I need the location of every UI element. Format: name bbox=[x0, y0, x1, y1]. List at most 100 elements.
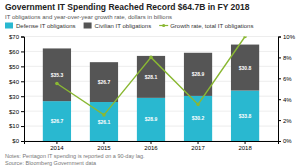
bar bbox=[90, 62, 118, 102]
marker bbox=[55, 82, 59, 86]
tick-label: $70 bbox=[9, 34, 20, 40]
tick-label: $40 bbox=[9, 79, 20, 85]
tick: $30 bbox=[9, 94, 24, 100]
legend-label: Civilian IT obligations bbox=[95, 23, 152, 29]
data-label: $28.9 bbox=[145, 116, 158, 122]
tick-mark bbox=[21, 37, 24, 38]
grid-line bbox=[24, 36, 278, 37]
tick-mark bbox=[21, 126, 24, 127]
tick: $70 bbox=[9, 34, 24, 40]
tick-label: 2015 bbox=[97, 145, 111, 151]
data-label: $33.8 bbox=[239, 113, 252, 119]
data-labels: $26.7 $26.1 $28.9 $30.2 $33.8 $35.3 $26.7 $28.1… bbox=[51, 65, 252, 125]
tick-label: 2% bbox=[283, 118, 292, 124]
tick: $0 bbox=[12, 138, 24, 144]
legend-label: Growth rate, total IT obligations bbox=[170, 23, 253, 29]
tick-mark bbox=[151, 141, 152, 144]
tick-mark bbox=[21, 96, 24, 97]
tick-mark bbox=[21, 66, 24, 67]
tick: 2018 bbox=[238, 141, 252, 151]
tick: 2015 bbox=[97, 141, 111, 151]
tick-label: 2017 bbox=[191, 145, 205, 151]
marker bbox=[196, 103, 200, 107]
axis-line bbox=[279, 37, 282, 142]
tick-label: 10% bbox=[283, 34, 296, 40]
tick: 2014 bbox=[50, 141, 64, 151]
tick: 8% bbox=[278, 55, 292, 61]
tick-mark bbox=[278, 120, 281, 121]
tick: $10 bbox=[9, 123, 24, 129]
tick-mark bbox=[103, 141, 104, 144]
tick-label: $30 bbox=[9, 94, 20, 100]
legend-item: Defense IT obligations bbox=[5, 23, 76, 30]
tick-mark bbox=[245, 141, 246, 144]
tick: 2% bbox=[278, 118, 292, 124]
tick-label: 2014 bbox=[50, 145, 64, 151]
marks bbox=[43, 37, 259, 142]
tick-label: $50 bbox=[9, 64, 20, 70]
line bbox=[57, 37, 245, 115]
legend-swatch bbox=[5, 23, 13, 29]
tick-mark bbox=[21, 141, 24, 142]
bar bbox=[43, 48, 71, 101]
tick-mark bbox=[21, 81, 24, 82]
subtitle: IT obligations and year-over-year growth… bbox=[5, 14, 172, 20]
grid bbox=[24, 37, 278, 142]
bar bbox=[137, 56, 165, 98]
tick-mark bbox=[198, 141, 199, 144]
tick-mark bbox=[278, 78, 281, 79]
legend-swatch bbox=[84, 23, 92, 29]
data-label: $26.7 bbox=[51, 118, 64, 124]
annotation: Source: Bloomberg Government data bbox=[5, 160, 97, 166]
marker bbox=[243, 37, 247, 39]
title: Government IT Spending Reached Record $6… bbox=[5, 2, 250, 12]
y2-axis: 0% 2% 4% 6% 8% 10% bbox=[278, 34, 296, 145]
tick: 0% bbox=[278, 138, 292, 144]
bar bbox=[43, 101, 71, 141]
tick-mark bbox=[278, 99, 281, 100]
chart: Government IT Spending Reached Record $6… bbox=[0, 0, 300, 168]
tick: $20 bbox=[9, 109, 24, 115]
tick-label: 4% bbox=[283, 97, 292, 103]
tick-label: 0% bbox=[283, 138, 292, 144]
data-label: $35.3 bbox=[51, 72, 64, 78]
data-label: $26.7 bbox=[98, 79, 111, 85]
tick: 2017 bbox=[191, 141, 205, 151]
tick-label: 8% bbox=[283, 55, 292, 61]
data-label: $28.9 bbox=[192, 71, 205, 77]
tick-label: $60 bbox=[9, 49, 20, 55]
tick-label: 6% bbox=[283, 76, 292, 82]
tick: 2016 bbox=[144, 141, 158, 151]
tick-label: $0 bbox=[12, 138, 19, 144]
annotation: Notes: Pentagon IT spending is reported … bbox=[5, 153, 145, 159]
tick: 6% bbox=[278, 76, 292, 82]
axis-line bbox=[25, 142, 279, 145]
tick-mark bbox=[21, 51, 24, 52]
bar bbox=[231, 91, 259, 141]
tick-label: $10 bbox=[9, 123, 20, 129]
axis-line bbox=[21, 37, 25, 142]
tick: 4% bbox=[278, 97, 292, 103]
tick: $50 bbox=[9, 64, 24, 70]
legend-label: Defense IT obligations bbox=[16, 23, 76, 29]
legend: Defense IT obligations Civilian IT obliga… bbox=[5, 23, 253, 30]
tick-mark bbox=[278, 37, 281, 38]
tick-label: $20 bbox=[9, 109, 20, 115]
data-label: $30.8 bbox=[239, 65, 252, 71]
marker bbox=[102, 113, 106, 117]
tick-mark bbox=[278, 57, 281, 58]
x-axis: 2014 2015 2016 2017 2018 bbox=[25, 141, 279, 151]
data-label: $30.2 bbox=[192, 115, 205, 121]
tick: $60 bbox=[9, 49, 24, 55]
tick-label: 2016 bbox=[144, 145, 158, 151]
tick-mark bbox=[56, 141, 57, 144]
marker bbox=[149, 56, 153, 60]
tick: 10% bbox=[278, 34, 296, 40]
tick-mark bbox=[21, 111, 24, 112]
tick: $40 bbox=[9, 79, 24, 85]
data-label: $28.1 bbox=[145, 74, 158, 80]
data-label: $26.1 bbox=[98, 119, 111, 125]
legend-swatch bbox=[162, 24, 165, 27]
legend-item: Civilian IT obligations bbox=[84, 23, 152, 30]
y-axis: $0 $10 $20 $30 $40 $50 $60 $70 bbox=[9, 34, 25, 145]
